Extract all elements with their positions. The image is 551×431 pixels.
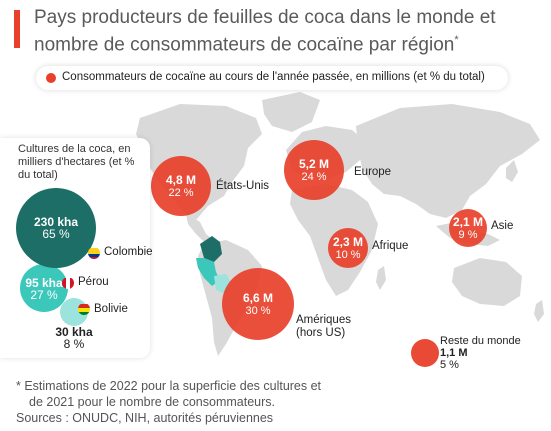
bolivia-flag-icon <box>78 303 90 315</box>
australia-shape <box>452 258 522 306</box>
title-accent-bar <box>14 10 20 48</box>
bubble-ameriques-text: 6,6 M 30 % <box>242 291 273 317</box>
country-label-perou: Pérou <box>78 276 109 288</box>
bubble-etats-unis <box>151 156 211 216</box>
bubble-perou <box>20 264 68 312</box>
bubble-ameriques <box>222 268 294 340</box>
colombia-flag-icon <box>88 247 100 259</box>
coca-bubbles <box>16 188 96 326</box>
legend-text: Consommateurs de cocaïne au cours de l'a… <box>62 71 485 83</box>
region-label-ameriques: Amériques (hors US) <box>296 314 351 339</box>
asia-shape <box>356 104 540 218</box>
legend-dot-icon <box>46 73 56 83</box>
bubble-perou-text: 95 kha 27 % <box>25 276 63 302</box>
bubble-etats-unis-text: 4,8 M 22 % <box>165 173 196 199</box>
country-label-bolivie: Bolivie <box>94 303 128 315</box>
legend: Consommateurs de cocaïne au cours de l'a… <box>36 66 508 90</box>
bubble-colombie <box>16 188 96 268</box>
region-label-etats-unis: États-Unis <box>216 180 270 192</box>
bubble-reste-du-monde <box>411 339 439 367</box>
bubble-europe <box>284 140 344 200</box>
region-label-asie: Asie <box>491 220 514 232</box>
japan-shape <box>506 160 518 182</box>
bubble-asie <box>449 209 487 247</box>
colombia-shape <box>200 236 222 262</box>
greenland-shape <box>262 92 320 132</box>
panel-title: Cultures de la coca, en milliers d'hecta… <box>18 143 135 181</box>
footnote: * Estimations de 2022 pour la superficie… <box>16 378 536 426</box>
central-america-shape <box>186 214 214 244</box>
peru-flag-icon <box>62 277 74 289</box>
region-label-europe: Europe <box>354 166 392 178</box>
country-label-colombie: Colombie <box>104 246 153 258</box>
bubble-bolivie-text: 30 kha 8 % <box>55 325 93 351</box>
footnote-line-1: * Estimations de 2022 pour la superficie… <box>16 379 322 393</box>
bubble-colombie-text: 230 kha 65 % <box>33 215 79 241</box>
peru-shape <box>196 258 220 286</box>
bubble-afrique-text: 2,3 M 10 % <box>332 235 363 261</box>
madagascar-shape <box>376 266 386 290</box>
footnote-line-2: de 2021 pour le nombre de consommateurs. <box>29 395 275 409</box>
new-zealand-shape <box>534 300 544 322</box>
region-label-afrique: Afrique <box>372 240 409 252</box>
bubble-afrique <box>328 228 368 268</box>
sources: Sources : ONUDC, NIH, autorités péruvien… <box>16 411 274 425</box>
page-title: Pays producteurs de feuilles de coca dan… <box>34 7 496 56</box>
bubble-europe-text: 5,2 M 24 % <box>298 157 329 183</box>
